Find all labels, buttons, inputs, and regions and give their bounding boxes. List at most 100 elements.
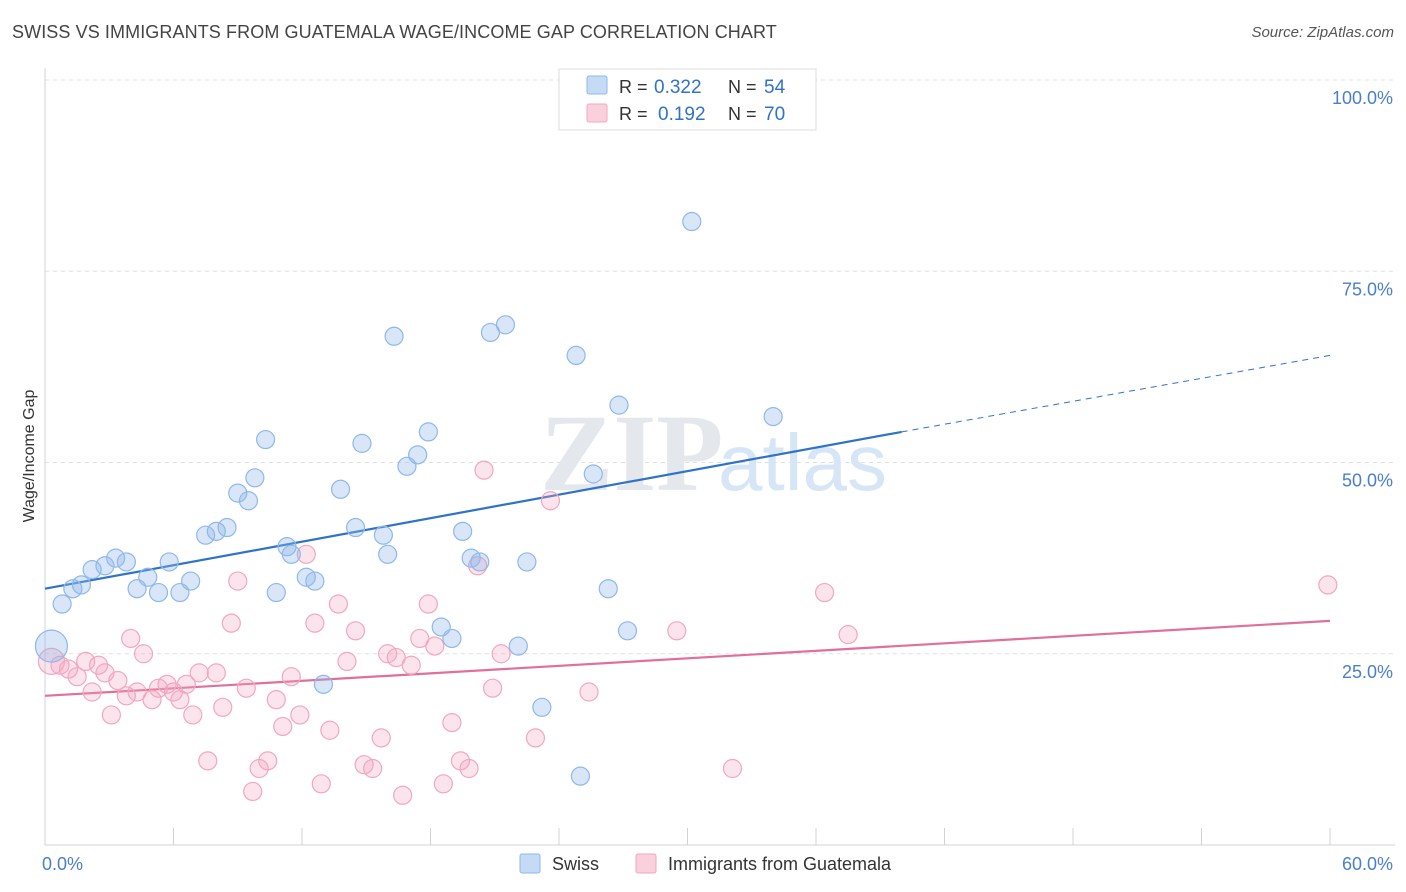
swiss-point-1 bbox=[52, 594, 72, 614]
swiss-point-29 bbox=[352, 433, 372, 453]
guatemala-point-22 bbox=[198, 751, 218, 771]
swiss-point-52 bbox=[682, 211, 702, 232]
swiss-point-49 bbox=[598, 579, 618, 599]
guatemala-point-65 bbox=[814, 582, 835, 603]
legend-swatch-swiss bbox=[586, 75, 608, 95]
guatemala-point-10 bbox=[116, 686, 136, 706]
bottom-legend-label-swiss: Swiss bbox=[552, 854, 599, 874]
guatemala-point-53 bbox=[442, 712, 462, 733]
legend-n-value-1: 54 bbox=[764, 77, 786, 98]
swiss-point-42 bbox=[495, 315, 516, 335]
guatemala-point-8 bbox=[101, 705, 121, 725]
legend-n-value-2: 70 bbox=[764, 104, 785, 125]
swiss-point-30 bbox=[373, 525, 393, 545]
swiss-point-0 bbox=[34, 629, 69, 663]
guatemala-point-12 bbox=[127, 682, 147, 702]
swiss-point-15 bbox=[206, 521, 226, 541]
swiss-point-9 bbox=[138, 567, 158, 587]
guatemala-point-51 bbox=[425, 636, 445, 656]
swiss-point-28 bbox=[345, 517, 366, 538]
swiss-point-50 bbox=[609, 395, 629, 415]
swiss-point-14 bbox=[196, 525, 216, 545]
guatemala-point-36 bbox=[305, 613, 325, 633]
y-axis-label: Wage/Income Gap bbox=[21, 390, 38, 523]
guatemala-point-5 bbox=[82, 682, 102, 702]
swiss-point-19 bbox=[245, 468, 265, 488]
swiss-point-13 bbox=[181, 571, 201, 591]
guatemala-point-58 bbox=[483, 678, 503, 698]
watermark-atlas: atlas bbox=[718, 418, 887, 507]
y-tick-label-0: 100.0% bbox=[1332, 88, 1393, 108]
watermark-zip: ZIP bbox=[540, 392, 723, 514]
swiss-point-46 bbox=[566, 345, 586, 365]
legend-r-label-1: R = bbox=[619, 77, 648, 97]
guatemala-point-34 bbox=[290, 705, 310, 725]
swiss-trend-line bbox=[44, 430, 902, 590]
swiss-point-35 bbox=[418, 422, 438, 442]
guatemala-point-25 bbox=[221, 613, 241, 633]
swiss-point-16 bbox=[217, 517, 237, 538]
guatemala-point-28 bbox=[243, 781, 263, 802]
guatemala-point-63 bbox=[667, 621, 687, 641]
swiss-point-23 bbox=[281, 544, 301, 564]
swiss-point-47 bbox=[570, 766, 591, 786]
swiss-point-18 bbox=[238, 491, 259, 511]
swiss-point-31 bbox=[378, 544, 398, 564]
guatemala-point-66 bbox=[838, 625, 858, 645]
guatemala-point-14 bbox=[142, 690, 162, 710]
guatemala-point-23 bbox=[206, 663, 226, 683]
guatemala-point-44 bbox=[371, 728, 391, 748]
chart-title: SWISS VS IMMIGRANTS FROM GUATEMALA WAGE/… bbox=[12, 22, 777, 42]
guatemala-point-43 bbox=[363, 758, 383, 779]
guatemala-point-37 bbox=[311, 774, 331, 794]
guatemala-point-19 bbox=[176, 674, 196, 694]
bottom-legend: Swiss Immigrants from Guatemala bbox=[519, 853, 892, 874]
guatemala-point-3 bbox=[67, 667, 87, 687]
swiss-point-51 bbox=[617, 621, 638, 641]
y-tick-label-2: 50.0% bbox=[1342, 471, 1393, 491]
guatemala-point-20 bbox=[183, 705, 203, 725]
guatemala-point-40 bbox=[337, 651, 357, 672]
swiss-point-5 bbox=[95, 556, 115, 576]
trend-lines bbox=[44, 354, 1331, 697]
guatemala-point-24 bbox=[213, 697, 233, 717]
guatemala-point-57 bbox=[474, 460, 494, 480]
watermark: ZIP atlas bbox=[540, 392, 887, 514]
guatemala-point-33 bbox=[281, 667, 301, 687]
guatemala-point-59 bbox=[491, 644, 511, 664]
guatemala-trend-line bbox=[44, 619, 1331, 697]
guatemala-point-6 bbox=[88, 655, 109, 675]
swiss-point-20 bbox=[255, 429, 276, 450]
swiss-point-26 bbox=[313, 674, 334, 694]
scatter-points bbox=[34, 211, 1338, 805]
guatemala-point-9 bbox=[108, 670, 128, 691]
guatemala-point-41 bbox=[345, 621, 366, 641]
legend-swatch-guatemala bbox=[586, 103, 608, 123]
legend-n-label-1: N = bbox=[728, 77, 757, 97]
legend: R = 0.322 N = 54 R = 0.192 N = 70 bbox=[558, 68, 817, 131]
bottom-legend-swatch-swiss bbox=[519, 853, 541, 874]
swiss-point-45 bbox=[532, 697, 552, 717]
gridlines bbox=[45, 79, 1395, 655]
x-tick-label-0: 0.0% bbox=[42, 854, 83, 874]
legend-n-label-2: N = bbox=[728, 104, 757, 124]
swiss-point-32 bbox=[384, 326, 404, 346]
swiss-point-4 bbox=[82, 559, 102, 580]
swiss-point-7 bbox=[116, 552, 136, 572]
swiss-point-40 bbox=[470, 552, 490, 572]
guatemala-point-60 bbox=[525, 728, 546, 748]
swiss-point-41 bbox=[480, 322, 501, 343]
y-tick-label-3: 25.0% bbox=[1342, 662, 1393, 682]
tick-labels: 100.0% 75.0% 50.0% 25.0% 0.0% 60.0% bbox=[42, 88, 1393, 874]
guatemala-point-11 bbox=[121, 628, 141, 649]
swiss-point-25 bbox=[305, 571, 325, 591]
swiss-point-43 bbox=[508, 636, 528, 656]
swiss-point-37 bbox=[442, 628, 462, 649]
guatemala-point-16 bbox=[157, 674, 177, 694]
guatemala-point-49 bbox=[410, 628, 430, 649]
guatemala-point-64 bbox=[722, 758, 743, 779]
guatemala-point-13 bbox=[133, 644, 154, 664]
guatemala-point-4 bbox=[76, 651, 96, 672]
swiss-point-6 bbox=[106, 548, 126, 568]
guatemala-point-55 bbox=[459, 758, 479, 779]
